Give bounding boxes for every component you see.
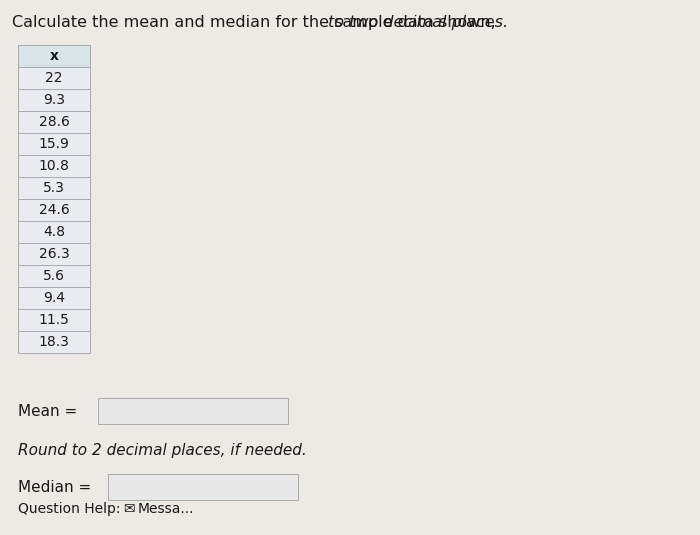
Text: x: x xyxy=(50,49,59,63)
Bar xyxy=(18,155,90,177)
Bar xyxy=(98,398,288,424)
Bar xyxy=(108,474,298,500)
Text: 5.6: 5.6 xyxy=(43,269,65,283)
Bar xyxy=(18,199,90,221)
Bar xyxy=(18,89,90,111)
Text: Median =: Median = xyxy=(18,479,91,494)
Bar xyxy=(18,309,90,331)
Text: Mean =: Mean = xyxy=(18,403,77,418)
Text: 9.3: 9.3 xyxy=(43,93,65,107)
Text: to two decimal places.: to two decimal places. xyxy=(328,15,508,30)
Bar xyxy=(18,331,90,353)
Bar xyxy=(18,221,90,243)
Bar xyxy=(18,265,90,287)
Text: 11.5: 11.5 xyxy=(38,313,69,327)
Text: 5.3: 5.3 xyxy=(43,181,65,195)
Text: 15.9: 15.9 xyxy=(38,137,69,151)
Text: 4.8: 4.8 xyxy=(43,225,65,239)
Text: 26.3: 26.3 xyxy=(38,247,69,261)
Bar xyxy=(18,287,90,309)
Text: Round to 2 decimal places, if needed.: Round to 2 decimal places, if needed. xyxy=(18,443,307,458)
Text: Messa...: Messa... xyxy=(138,502,195,516)
Text: 10.8: 10.8 xyxy=(38,159,69,173)
Text: 24.6: 24.6 xyxy=(38,203,69,217)
Text: 22: 22 xyxy=(46,71,63,85)
Bar xyxy=(18,45,90,67)
Text: 18.3: 18.3 xyxy=(38,335,69,349)
Text: 9.4: 9.4 xyxy=(43,291,65,305)
Text: 28.6: 28.6 xyxy=(38,115,69,129)
Text: Calculate the mean and median for the sample data shown,: Calculate the mean and median for the sa… xyxy=(12,15,501,30)
Text: ✉: ✉ xyxy=(123,502,134,516)
Bar xyxy=(18,243,90,265)
Text: Question Help:: Question Help: xyxy=(18,502,120,516)
Bar xyxy=(18,67,90,89)
Bar xyxy=(18,111,90,133)
Bar xyxy=(18,133,90,155)
Bar xyxy=(18,177,90,199)
